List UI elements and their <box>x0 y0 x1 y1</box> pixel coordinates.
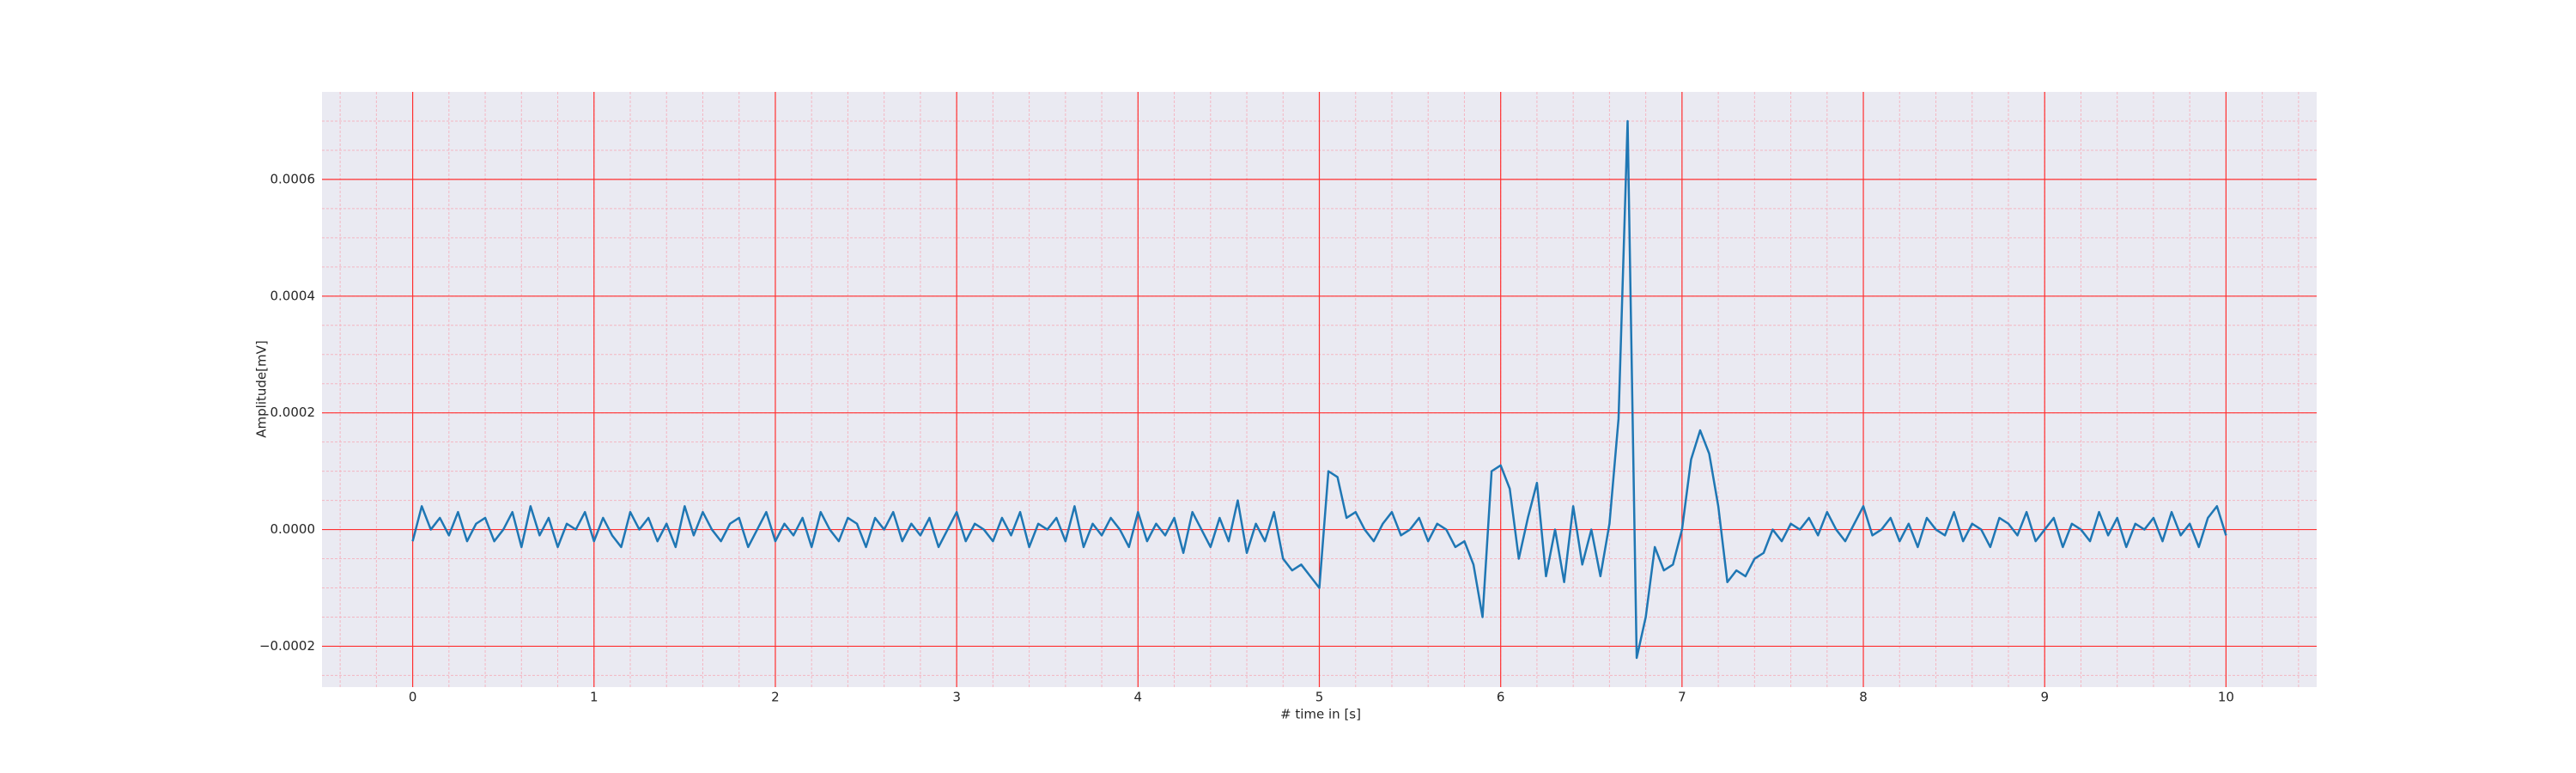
x-tick-label: 9 <box>2040 690 2049 705</box>
x-tick-label: 10 <box>2218 690 2234 705</box>
x-tick-label: 6 <box>1497 690 1505 705</box>
line-series <box>411 119 2227 660</box>
y-tick-label: −0.0002 <box>259 638 315 654</box>
x-tick-label: 1 <box>590 690 598 705</box>
x-tick-label: 0 <box>409 690 417 705</box>
y-tick-label: 0.0000 <box>270 521 316 537</box>
y-tick-label: 0.0002 <box>270 405 316 420</box>
x-tick-label: 4 <box>1134 690 1143 705</box>
y-axis-label: Amplitude[mV] <box>254 340 270 437</box>
x-tick-label: 7 <box>1678 690 1686 705</box>
x-axis-label: # time in [s] <box>1280 707 1361 722</box>
x-tick-label: 5 <box>1315 690 1324 705</box>
y-tick-label: 0.0006 <box>270 171 316 186</box>
y-tick-label: 0.0004 <box>270 288 316 303</box>
x-tick-label: 3 <box>952 690 961 705</box>
x-tick-label: 2 <box>771 690 780 705</box>
x-tick-label: 8 <box>1859 690 1868 705</box>
